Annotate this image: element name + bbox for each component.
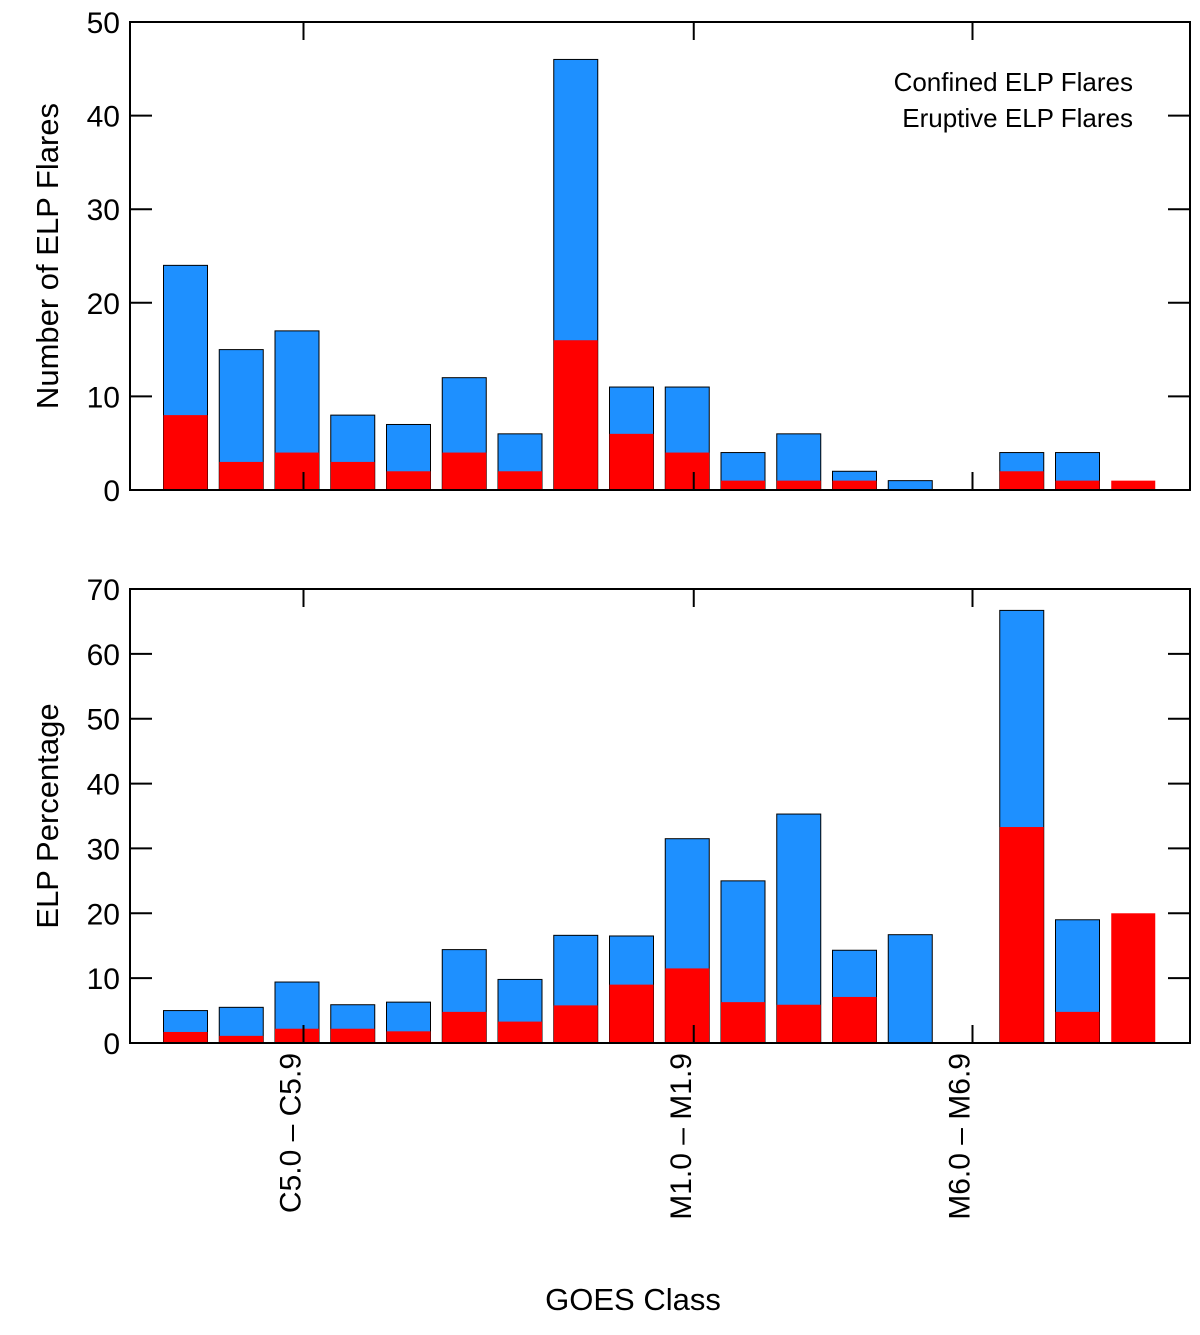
bar-eruptive — [832, 996, 877, 1043]
top-y-axis-title: Number of ELP Flares — [30, 103, 65, 409]
y-tick-label: 40 — [87, 101, 120, 134]
y-tick-label: 0 — [103, 1028, 120, 1061]
y-tick-label: 0 — [103, 475, 120, 508]
x-tick-label: M1.0 – M1.9 — [665, 1053, 698, 1220]
bar-eruptive — [999, 827, 1044, 1043]
bar-eruptive — [275, 1028, 319, 1043]
y-tick-label: 50 — [87, 7, 120, 40]
bar-eruptive — [163, 415, 208, 490]
y-tick-label: 20 — [87, 898, 120, 931]
bar-eruptive — [665, 452, 710, 490]
bar-eruptive — [498, 1021, 542, 1043]
y-tick-label: 70 — [87, 574, 120, 607]
bar-eruptive — [721, 1002, 765, 1043]
bar-confined — [776, 433, 822, 491]
y-tick-label: 10 — [87, 963, 120, 996]
bottom-y-axis-title: ELP Percentage — [30, 703, 65, 928]
bar-eruptive — [665, 968, 710, 1043]
bar-eruptive — [776, 1004, 821, 1043]
top-plot-frame — [129, 21, 1191, 491]
bar-eruptive — [721, 480, 765, 490]
y-tick-label: 10 — [87, 381, 120, 414]
bar-eruptive — [498, 471, 542, 490]
bar-eruptive — [163, 1031, 208, 1043]
top-bars — [163, 58, 1156, 491]
bar-eruptive — [442, 1011, 487, 1043]
bar-eruptive — [1111, 913, 1156, 1043]
legend-confined: Confined ELP Flares — [894, 67, 1133, 97]
bar-eruptive — [553, 1005, 598, 1043]
bar-eruptive — [1111, 480, 1156, 490]
bar-eruptive — [776, 480, 821, 490]
bar-eruptive — [999, 471, 1044, 490]
y-tick-label: 50 — [87, 704, 120, 737]
y-tick-label: 40 — [87, 769, 120, 802]
x-tick-label: M6.0 – M6.9 — [944, 1053, 977, 1220]
bar-eruptive — [386, 471, 431, 490]
bar-eruptive — [386, 1031, 431, 1043]
bar-eruptive — [609, 984, 654, 1043]
bar-eruptive — [330, 1028, 375, 1043]
bar-eruptive — [609, 433, 654, 490]
top-panel: 0 10 20 30 40 50 Number of ELP Flares Confine… — [30, 7, 1191, 508]
bar-eruptive — [442, 452, 487, 490]
bar-eruptive — [275, 452, 319, 490]
bar-eruptive — [553, 340, 598, 490]
bar-confined — [887, 480, 933, 491]
bar-eruptive — [1055, 480, 1100, 490]
bar-eruptive — [1055, 1011, 1100, 1043]
bar-eruptive — [832, 480, 877, 490]
bottom-bars — [163, 609, 1156, 1044]
bottom-y-ticks: 0 10 20 30 40 50 60 70 — [87, 574, 1190, 1061]
bar-confined — [887, 934, 933, 1044]
bottom-panel: 0 10 20 30 40 50 60 70 C5.0 – C5.9 M1.0 – M1.9 M6… — [30, 574, 1191, 1317]
top-y-ticks: 0 10 20 30 40 50 — [87, 7, 1190, 508]
x-axis-title: GOES Class — [545, 1282, 721, 1317]
y-tick-label: 60 — [87, 639, 120, 672]
bar-eruptive — [219, 1035, 264, 1043]
bar-eruptive — [219, 461, 264, 490]
bottom-x-tick-labels: C5.0 – C5.9M1.0 – M1.9M6.0 – M6.9X2.0 – … — [275, 1053, 977, 1220]
legend-eruptive: Eruptive ELP Flares — [902, 103, 1133, 133]
bottom-plot-frame — [129, 588, 1191, 1044]
y-tick-label: 30 — [87, 194, 120, 227]
y-tick-label: 20 — [87, 288, 120, 321]
x-tick-label: C5.0 – C5.9 — [275, 1053, 308, 1213]
bar-eruptive — [330, 461, 375, 490]
y-tick-label: 30 — [87, 833, 120, 866]
legend: Confined ELP Flares Eruptive ELP Flares — [894, 67, 1133, 133]
